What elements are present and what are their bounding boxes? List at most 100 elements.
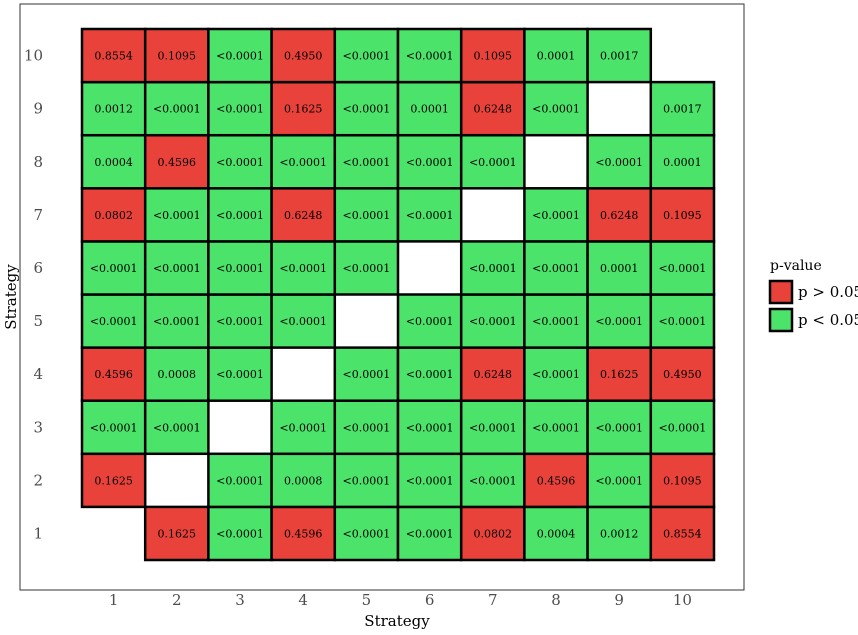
- heatmap-cell: <0.0001: [649, 399, 716, 456]
- heatmap-cell: 0.1625: [586, 346, 653, 402]
- heatmap-cell-fill: [207, 133, 273, 190]
- heatmap-cell: <0.0001: [207, 346, 273, 402]
- heatmap-cell-label: <0.0001: [469, 421, 517, 434]
- heatmap-cell-label: 0.4596: [94, 368, 133, 381]
- heatmap-cell-label: <0.0001: [343, 209, 391, 222]
- heatmap-cell: <0.0001: [649, 240, 716, 296]
- heatmap-cell: 0.0802: [80, 187, 147, 243]
- heatmap-cell: 0.0017: [586, 27, 653, 84]
- heatmap-cell: <0.0001: [270, 240, 337, 296]
- heatmap-cell-label: 0.1095: [158, 50, 197, 63]
- heatmap-cell-fill: [143, 187, 210, 243]
- heatmap-cell-fill: [523, 240, 589, 296]
- heatmap-cell: 0.0001: [523, 27, 589, 84]
- heatmap-cell: <0.0001: [270, 293, 337, 349]
- heatmap-cell-label: <0.0001: [406, 368, 454, 381]
- heatmap-cell-fill: [80, 80, 147, 137]
- heatmap-cell-label: <0.0001: [659, 315, 707, 328]
- heatmap-cell-label: <0.0001: [216, 262, 264, 275]
- heatmap-cell: <0.0001: [207, 133, 273, 190]
- heatmap-cell-label: <0.0001: [343, 527, 391, 540]
- legend-label-low: p < 0.05: [798, 311, 858, 329]
- heatmap-cell-label: <0.0001: [216, 50, 264, 63]
- heatmap-cell-label: <0.0001: [153, 262, 201, 275]
- heatmap-cell-label: <0.0001: [153, 103, 201, 116]
- heatmap-cell-fill: [143, 346, 210, 402]
- heatmap-cell-label: 0.1095: [663, 474, 702, 487]
- heatmap-cell-fill: [649, 452, 716, 509]
- heatmap-cell-label: 0.0004: [94, 156, 133, 169]
- heatmap-cell: 0.4596: [270, 505, 337, 562]
- heatmap-cell-fill: [143, 505, 210, 562]
- heatmap-cell: 0.1625: [143, 505, 210, 562]
- legend-title: p-value: [770, 258, 822, 274]
- heatmap-cell-label: 0.0802: [474, 527, 513, 540]
- heatmap-cell-label: 0.6248: [474, 368, 513, 381]
- heatmap-cell: <0.0001: [459, 293, 526, 349]
- heatmap-cell: <0.0001: [396, 133, 463, 190]
- heatmap-cell-label: <0.0001: [216, 474, 264, 487]
- heatmap-cell-fill: [523, 399, 589, 456]
- heatmap-cell-label: <0.0001: [216, 209, 264, 222]
- heatmap-cell-fill: [586, 27, 653, 84]
- heatmap-cell: 0.0004: [523, 505, 589, 562]
- heatmap-cell-label: <0.0001: [532, 315, 580, 328]
- heatmap-cell: 0.8554: [649, 505, 716, 562]
- heatmap-cell-label: <0.0001: [406, 209, 454, 222]
- heatmap-cell: <0.0001: [523, 399, 589, 456]
- heatmap-cell: <0.0001: [80, 293, 147, 349]
- heatmap-cell-fill: [649, 80, 716, 137]
- heatmap-cell: <0.0001: [459, 452, 526, 509]
- y-axis-title: Strategy: [2, 264, 20, 330]
- heatmap-cell: <0.0001: [523, 80, 589, 137]
- heatmap-cell: <0.0001: [207, 187, 273, 243]
- legend-swatch-low: [768, 307, 794, 333]
- heatmap-cell-fill: [270, 27, 337, 84]
- heatmap-cell-label: 0.4596: [158, 156, 197, 169]
- heatmap-cell-fill: [396, 505, 463, 562]
- y-tick-label: 3: [33, 418, 43, 436]
- heatmap-cell: 0.0004: [80, 133, 147, 190]
- heatmap-cell: 0.4950: [270, 27, 337, 84]
- heatmap-cell-label: 0.8554: [94, 50, 133, 63]
- heatmap-cell-label: 0.0017: [663, 103, 702, 116]
- heatmap-cell-fill: [649, 133, 716, 190]
- y-tick-label: 8: [33, 153, 43, 171]
- y-tick-label: 4: [33, 365, 43, 383]
- heatmap-cell-fill: [80, 133, 147, 190]
- heatmap-cell-label: <0.0001: [659, 262, 707, 275]
- heatmap-cell-label: 0.8554: [663, 527, 702, 540]
- heatmap-cell-label: <0.0001: [469, 474, 517, 487]
- heatmap-cell: 0.8554: [80, 27, 147, 84]
- legend-swatch-high: [768, 279, 794, 305]
- heatmap-cell: 0.0802: [459, 505, 526, 562]
- heatmap-cell-fill: [523, 27, 589, 84]
- heatmap-cell-label: <0.0001: [279, 421, 327, 434]
- y-tick-label: 5: [33, 312, 43, 330]
- heatmap-cell: <0.0001: [80, 240, 147, 296]
- heatmap-cell: 0.1625: [270, 80, 337, 137]
- heatmap-cell-label: <0.0001: [595, 474, 643, 487]
- heatmap-cell: <0.0001: [586, 399, 653, 456]
- heatmap-cell: <0.0001: [333, 399, 400, 456]
- x-tick-label: 3: [235, 591, 245, 609]
- heatmap-cell: 0.0001: [586, 240, 653, 296]
- heatmap-cell-label: <0.0001: [532, 103, 580, 116]
- heatmap-cell-label: <0.0001: [279, 262, 327, 275]
- heatmap-cell-label: <0.0001: [279, 315, 327, 328]
- heatmap-cell-label: <0.0001: [406, 527, 454, 540]
- heatmap-cell-fill: [649, 187, 716, 243]
- heatmap-cell-fill: [80, 240, 147, 296]
- heatmap-cell-fill: [207, 27, 273, 84]
- heatmap-cell: <0.0001: [523, 187, 589, 243]
- x-tick-label: 10: [673, 591, 692, 609]
- heatmap-cell: 0.0001: [396, 80, 463, 137]
- y-tick-label: 2: [33, 471, 43, 489]
- heatmap-cell-label: <0.0001: [153, 209, 201, 222]
- heatmap-cell-fill: [523, 80, 589, 137]
- heatmap-cell-fill: [649, 240, 716, 296]
- heatmap-cell-label: 0.0008: [284, 474, 323, 487]
- heatmap-cell: 0.1095: [143, 27, 210, 84]
- heatmap-cell-fill: [586, 133, 653, 190]
- y-tick-label: 6: [33, 259, 43, 277]
